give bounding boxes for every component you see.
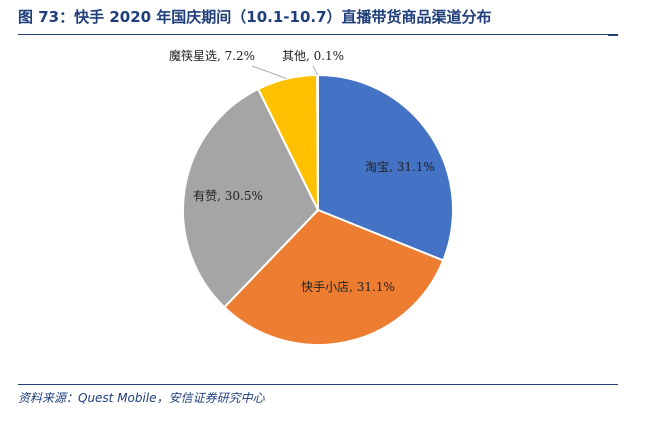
pie-slice-5 — [316, 73, 319, 211]
slice-label-1: 淘宝, 31.1% — [365, 160, 435, 174]
top-rule — [18, 34, 618, 35]
slice-label-2: 快手小店, 31.1% — [301, 280, 395, 294]
leader-line-4 — [251, 65, 288, 80]
chart-title: 图 73：快手 2020 年国庆期间（10.1-10.7）直播带货商品渠道分布 — [18, 8, 492, 26]
slice-label-4: 魔筷星选, 7.2% — [169, 48, 255, 63]
bottom-rule — [18, 384, 618, 385]
pie-slice-1 — [317, 73, 454, 262]
slice-label-5: 其他, 0.1% — [282, 49, 344, 63]
pie-slice-2 — [222, 208, 445, 346]
source-note: 资料来源：Quest Mobile，安信证券研究中心 — [18, 391, 265, 405]
top-rule-tick — [608, 34, 618, 40]
leader-line-5 — [312, 65, 318, 76]
slice-label-3: 有赞, 30.5% — [193, 189, 263, 203]
